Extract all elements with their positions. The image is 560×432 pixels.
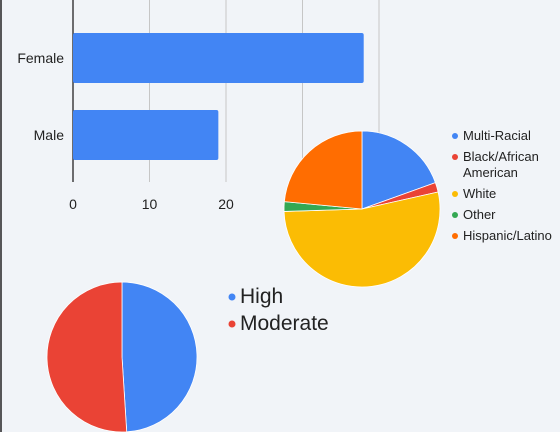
legend-swatch — [452, 212, 458, 218]
bar-male — [73, 110, 219, 160]
level-pie-chart: High Moderate — [46, 281, 329, 432]
bar-tick-label: 20 — [218, 196, 234, 212]
legend-label: High — [240, 285, 283, 308]
gender-bar-chart: FemaleMale010203040 — [17, 0, 387, 212]
bar-category-label: Female — [17, 50, 64, 66]
legend-swatch — [452, 233, 458, 239]
legend-label: White — [463, 186, 496, 201]
pie-slice-white — [283, 191, 441, 288]
bar-female — [73, 33, 364, 83]
legend-label: Black/African — [463, 149, 539, 164]
bar-tick-label: 10 — [142, 196, 158, 212]
legend-label: Moderate — [240, 312, 329, 335]
legend-label: Other — [463, 207, 496, 222]
legend-label: American — [463, 165, 518, 180]
bar-category-label: Male — [34, 127, 65, 143]
pie-slice-hispanic-latino — [283, 130, 363, 210]
pie-slice-high — [121, 281, 198, 432]
legend-label: Multi-Racial — [463, 128, 531, 143]
pie-slice-multi-racial — [361, 130, 436, 210]
legend-swatch — [228, 293, 236, 301]
legend-swatch — [452, 191, 458, 197]
bar-tick-label: 0 — [69, 196, 77, 212]
legend-swatch — [452, 133, 458, 139]
legend-label: Hispanic/Latino — [463, 228, 552, 243]
legend-swatch — [228, 320, 236, 328]
pie-slice-moderate — [46, 281, 128, 432]
legend-swatch — [452, 154, 458, 160]
